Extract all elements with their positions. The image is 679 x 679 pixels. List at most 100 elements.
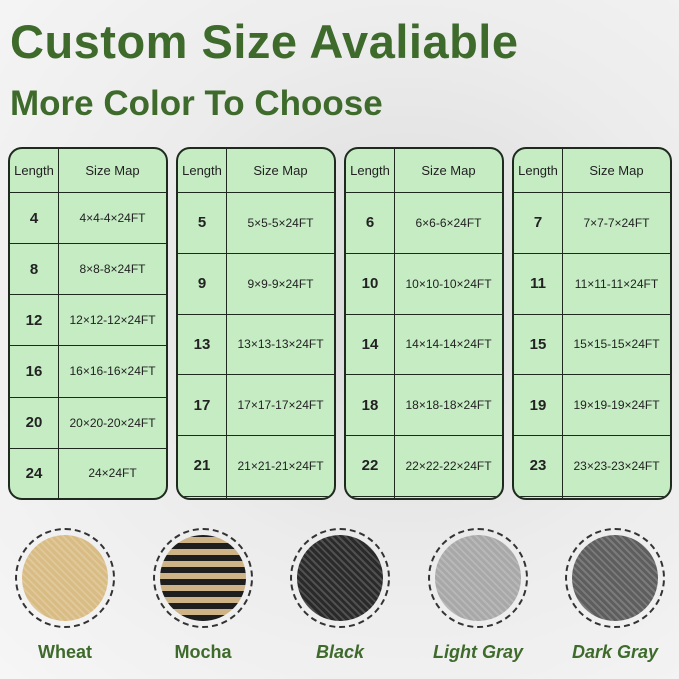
header-size-map: Size Map: [562, 149, 670, 193]
length-cell: 19: [514, 374, 563, 436]
size-cell: 7×7-7×24FT: [562, 192, 670, 254]
table-row: 8 8×8-8×24FT: [10, 243, 166, 296]
size-cell: 6×6-6×24FT: [394, 192, 502, 254]
size-cell: [394, 495, 502, 498]
page-subtitle: More Color To Choose: [10, 84, 383, 123]
size-cell: 10×10-10×24FT: [394, 252, 502, 315]
table-row: 16 16×16-16×24FT: [10, 345, 166, 398]
size-cell: 23×23-23×24FT: [562, 435, 670, 497]
table-row: 21 21×21-21×24FT: [178, 435, 334, 497]
length-cell: 8: [10, 243, 59, 296]
table-header: Length Size Map: [178, 149, 334, 193]
length-cell: 6: [346, 192, 395, 254]
table-row: 5 5×5-5×24FT: [178, 192, 334, 254]
length-cell: 14: [346, 313, 395, 376]
length-cell: 11: [514, 252, 563, 315]
table-row: 13 13×13-13×24FT: [178, 313, 334, 376]
color-label: Wheat: [38, 642, 92, 662]
header-length: Length: [514, 149, 563, 193]
length-cell: [346, 495, 395, 498]
table-row: 10 10×10-10×24FT: [346, 252, 502, 315]
table-row: 22 22×22-22×24FT: [346, 435, 502, 497]
header-size-map: Size Map: [58, 149, 166, 193]
color-label: Black: [315, 642, 365, 662]
table-row: 18 18×18-18×24FT: [346, 374, 502, 436]
header-length: Length: [178, 149, 227, 193]
length-cell: 15: [514, 313, 563, 376]
size-cell: 14×14-14×24FT: [394, 313, 502, 376]
color-swatch-wheat: [15, 528, 115, 628]
fabric-texture: [435, 535, 521, 621]
length-cell: 13: [178, 313, 227, 376]
size-cell: 13×13-13×24FT: [226, 313, 334, 376]
table-row: [346, 495, 502, 498]
color-swatch-mocha: [153, 528, 253, 628]
size-cell: 21×21-21×24FT: [226, 435, 334, 497]
length-cell: 22: [346, 435, 395, 497]
size-cell: 19×19-19×24FT: [562, 374, 670, 436]
color-swatch-light-gray: [428, 528, 528, 628]
size-cell: 5×5-5×24FT: [226, 192, 334, 254]
table-row: 24 24×24FT: [10, 447, 166, 498]
length-cell: 16: [10, 345, 59, 398]
header-size-map: Size Map: [226, 149, 334, 193]
length-cell: 20: [10, 396, 59, 449]
length-cell: 7: [514, 192, 563, 254]
table-row: 11 11×11-11×24FT: [514, 252, 670, 315]
length-cell: 21: [178, 435, 227, 497]
header-size-map: Size Map: [394, 149, 502, 193]
fabric-texture: [572, 535, 658, 621]
color-label: Dark Gray: [571, 642, 659, 662]
page-title: Custom Size Avaliable: [10, 15, 519, 68]
length-cell: [514, 495, 563, 498]
size-cell: 17×17-17×24FT: [226, 374, 334, 436]
size-cell: [226, 495, 334, 498]
size-table: Length Size Map 6 6×6-6×24FT 10 10×10-10×24FT…: [344, 147, 504, 500]
table-row: 23 23×23-23×24FT: [514, 435, 670, 497]
size-cell: 22×22-22×24FT: [394, 435, 502, 497]
size-cell: 9×9-9×24FT: [226, 252, 334, 315]
length-cell: 4: [10, 191, 59, 245]
length-cell: 17: [178, 374, 227, 436]
size-cell: [562, 495, 670, 498]
size-cell: 15×15-15×24FT: [562, 313, 670, 376]
size-cell: 18×18-18×24FT: [394, 374, 502, 436]
length-cell: [178, 495, 227, 498]
table-row: [178, 495, 334, 498]
table-row: 7 7×7-7×24FT: [514, 192, 670, 254]
table-row: 9 9×9-9×24FT: [178, 252, 334, 315]
length-cell: 23: [514, 435, 563, 497]
size-cell: 4×4-4×24FT: [58, 191, 166, 245]
length-cell: 12: [10, 294, 59, 347]
size-cell: 16×16-16×24FT: [58, 345, 166, 398]
size-table: Length Size Map 4 4×4-4×24FT 8 8×8-8×24FT 12 12…: [8, 147, 168, 500]
table-row: 19 19×19-19×24FT: [514, 374, 670, 436]
table-header: Length Size Map: [514, 149, 670, 193]
length-cell: 24: [10, 447, 59, 498]
length-cell: 5: [178, 192, 227, 254]
color-label: Light Gray: [432, 642, 523, 662]
size-table: Length Size Map 5 5×5-5×24FT 9 9×9-9×24FT 13 13…: [176, 147, 336, 500]
size-cell: 20×20-20×24FT: [58, 396, 166, 449]
size-cell: 8×8-8×24FT: [58, 243, 166, 296]
fabric-texture: [297, 535, 383, 621]
table-row: 4 4×4-4×24FT: [10, 191, 166, 245]
length-cell: 10: [346, 252, 395, 315]
table-header: Length Size Map: [346, 149, 502, 193]
color-label: Mocha: [174, 642, 232, 662]
size-cell: 24×24FT: [58, 447, 166, 498]
table-row: 17 17×17-17×24FT: [178, 374, 334, 436]
fabric-texture: [22, 535, 108, 621]
length-cell: 18: [346, 374, 395, 436]
table-row: 6 6×6-6×24FT: [346, 192, 502, 254]
table-row: 15 15×15-15×24FT: [514, 313, 670, 376]
size-cell: 11×11-11×24FT: [562, 252, 670, 315]
fabric-texture: [160, 535, 246, 621]
color-swatch-black: [290, 528, 390, 628]
header-length: Length: [346, 149, 395, 193]
size-cell: 12×12-12×24FT: [58, 294, 166, 347]
table-row: 20 20×20-20×24FT: [10, 396, 166, 449]
table-header: Length Size Map: [10, 149, 166, 193]
table-row: 12 12×12-12×24FT: [10, 294, 166, 347]
header-length: Length: [10, 149, 59, 193]
